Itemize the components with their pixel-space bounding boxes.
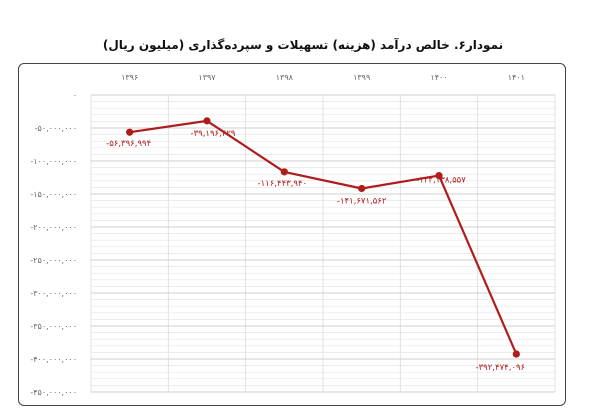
y-tick-label: -۲۵۰,۰۰۰,۰۰۰	[30, 256, 77, 265]
data-point	[435, 172, 443, 180]
data-point	[280, 168, 288, 176]
y-axis: ۰ -۵۰,۰۰۰,۰۰۰ -۱۰۰,۰۰۰,۰۰۰ -۱۵۰,۰۰۰,۰۰۰ -۲۰۰…	[30, 91, 555, 397]
chart-frame	[18, 63, 566, 406]
y-tick-label: -۲۰۰,۰۰۰,۰۰۰	[30, 223, 77, 232]
series-line	[129, 119, 518, 355]
y-tick-label: ۰	[73, 91, 77, 100]
x-tick-label: ۱۳۹۹	[353, 73, 370, 82]
data-label: -۳۹۲,۴۷۴,۰۹۶	[476, 363, 526, 373]
x-tick-label: ۱۴۰۱	[508, 73, 525, 82]
data-label: -۱۱۶,۴۴۳,۹۴۰	[258, 179, 308, 189]
data-point	[512, 350, 520, 358]
x-axis: ۱۳۹۶ ۱۳۹۷ ۱۳۹۸ ۱۳۹۹ ۱۴۰۰ ۱۴۰۱	[121, 73, 525, 82]
chart-grid	[90, 94, 556, 393]
data-point	[358, 184, 366, 193]
data-label: -۵۶,۳۹۶,۹۹۴	[106, 139, 151, 149]
y-tick-label: -۵۰,۰۰۰,۰۰۰	[35, 124, 77, 133]
y-tick-label: -۱۵۰,۰۰۰,۰۰۰	[30, 190, 77, 199]
y-tick-label: -۴۰۰,۰۰۰,۰۰۰	[30, 355, 77, 364]
series-layer: -۵۶,۳۹۶,۹۹۴ -۳۹,۱۹۶,۴۲۹ -۱۱۶,۴۴۳,۹۴۰ -۱۴۱,۶…	[106, 117, 525, 373]
chart-title: نمودار۶. خالص درآمد (هزینه) تسهیلات و سپ…	[102, 38, 504, 52]
data-label: -۱۴۱,۶۷۱,۵۶۲	[337, 197, 387, 207]
x-tick-label: ۱۳۹۶	[121, 73, 138, 82]
data-point	[203, 117, 211, 125]
data-label: -۳۹,۱۹۶,۴۲۹	[191, 129, 236, 139]
y-tick-label: -۴۵۰,۰۰۰,۰۰۰	[30, 388, 77, 397]
data-label: -۱۲۲,۱۳۸,۵۵۷	[416, 176, 466, 186]
y-tick-label: -۳۰۰,۰۰۰,۰۰۰	[30, 289, 77, 298]
data-point	[126, 128, 134, 136]
y-tick-label: -۱۰۰,۰۰۰,۰۰۰	[30, 157, 77, 166]
y-tick-label: -۳۵۰,۰۰۰,۰۰۰	[30, 322, 77, 331]
x-tick-label: ۱۳۹۸	[276, 73, 294, 82]
x-tick-label: ۱۳۹۷	[198, 73, 216, 82]
x-tick-label: ۱۴۰۰	[430, 73, 447, 82]
